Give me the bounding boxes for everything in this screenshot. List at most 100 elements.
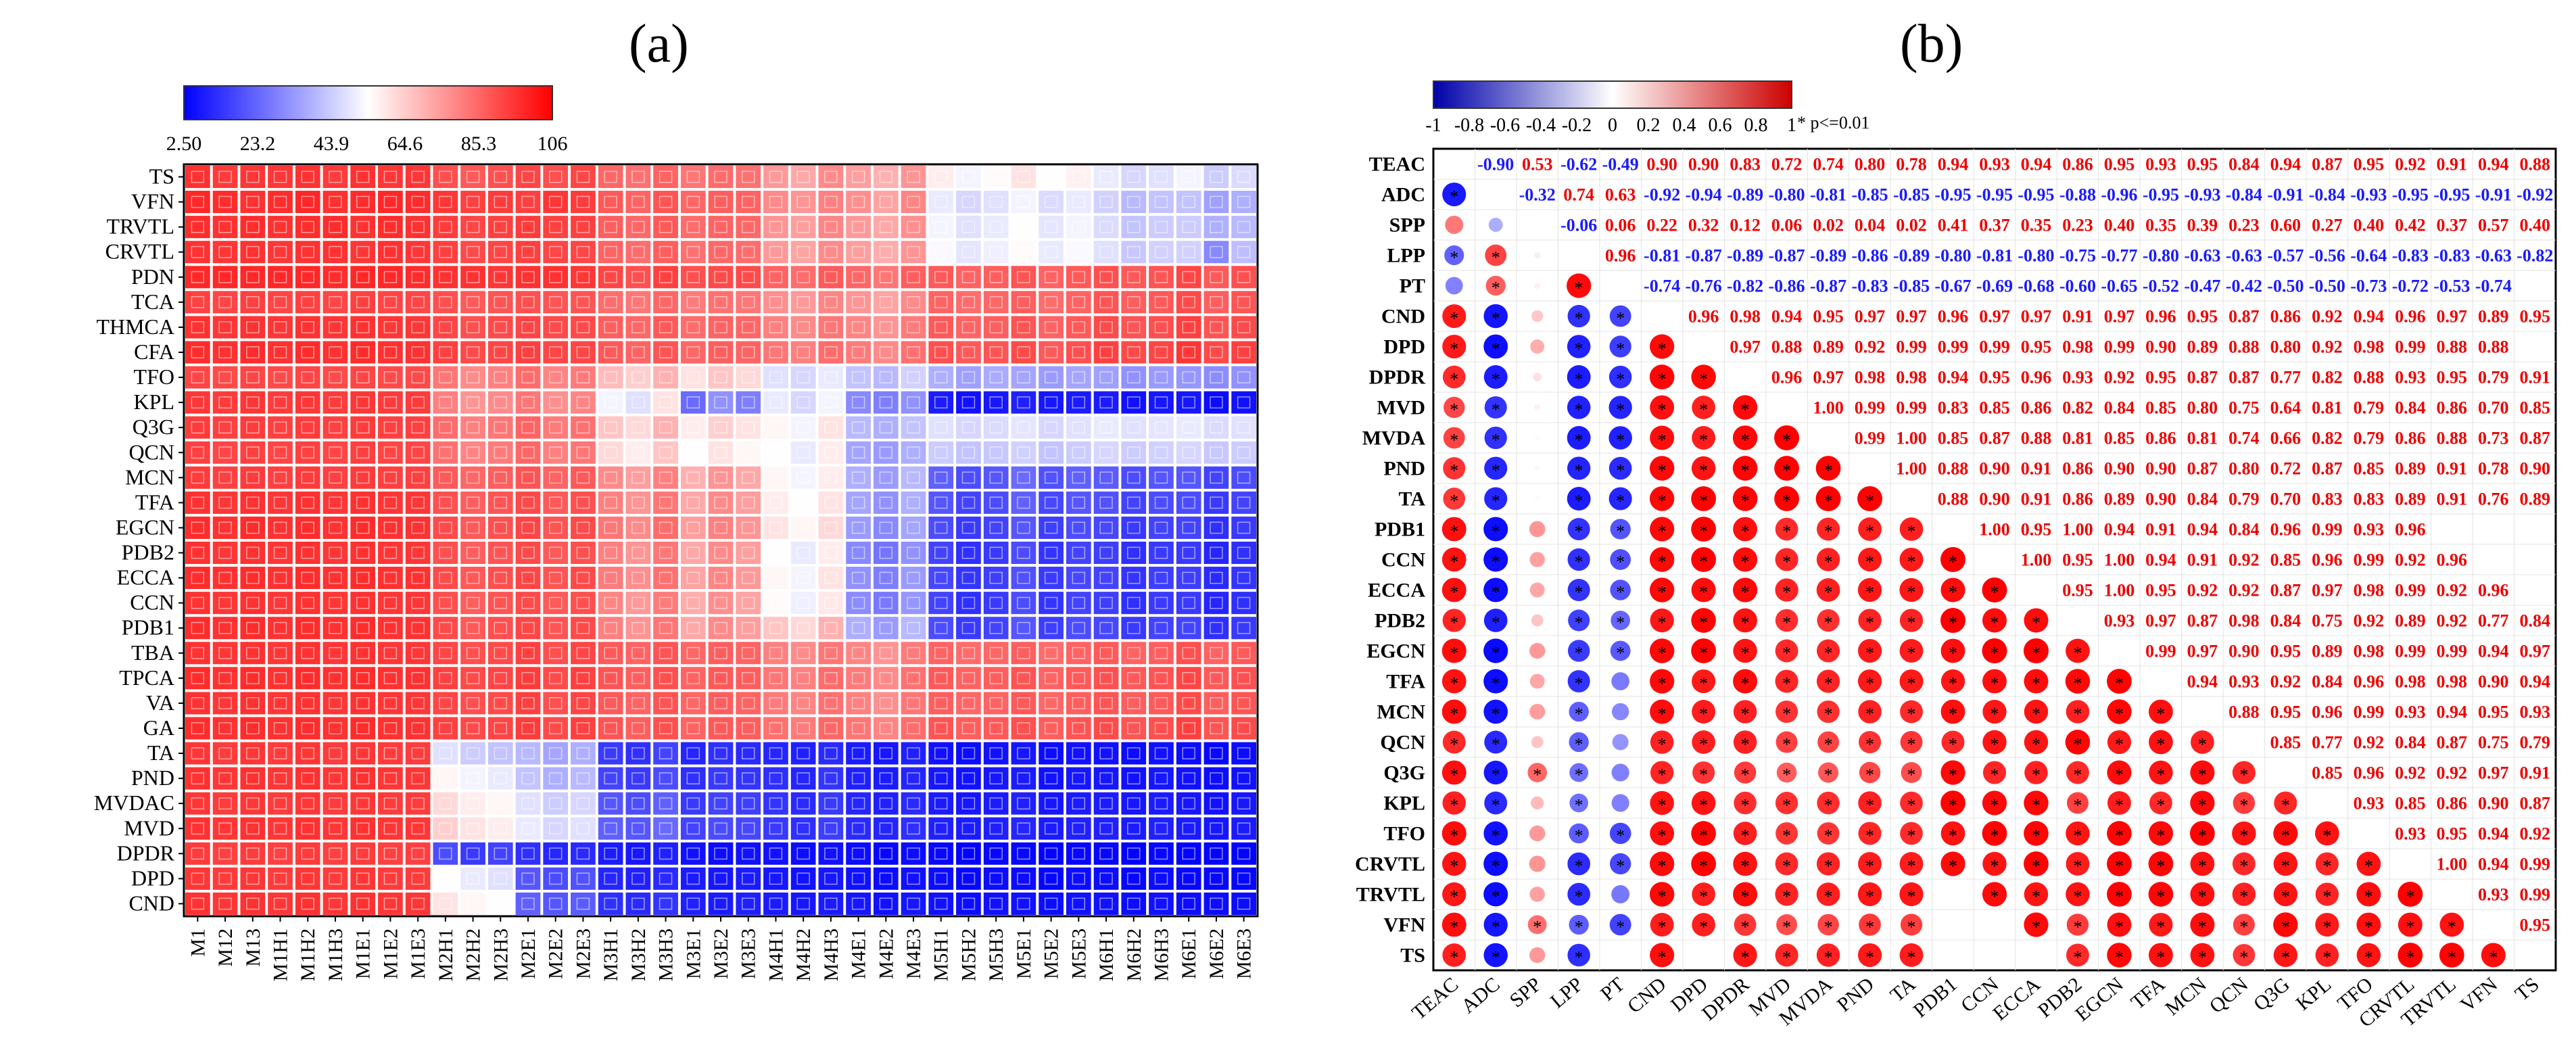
heatmap-a-cell-marker (273, 220, 287, 233)
heatmap-a-cell (295, 216, 320, 239)
corr-significance-star: * (1907, 765, 1916, 785)
heatmap-a-cell (983, 166, 1009, 189)
corr-significance-star: * (1616, 492, 1625, 511)
corr-value-label: 0.79 (2478, 368, 2509, 387)
corr-significance-star: * (1616, 339, 1625, 359)
corr-significance-star: * (1865, 826, 1874, 846)
heatmap-a-cell (378, 216, 403, 239)
corr-col-label: CND (1623, 973, 1671, 1018)
corr-value-label: 0.23 (2062, 216, 2093, 235)
corr-significance-star: * (2032, 826, 2041, 846)
corr-value-label: 1.00 (2062, 520, 2093, 540)
corr-value-label: -0.72 (2392, 277, 2429, 296)
corr-value-label: 0.87 (2187, 459, 2218, 479)
heatmap-a-cell (1039, 191, 1064, 214)
corr-value-label: 0.95 (2062, 581, 2093, 600)
corr-significance-star: * (1907, 735, 1916, 755)
corr-value-label: 0.94 (1938, 368, 1969, 387)
corr-value-label: -0.93 (2350, 185, 2387, 205)
corr-value-label: -0.50 (2309, 277, 2345, 296)
heatmap-a-cell (1149, 191, 1174, 214)
corr-value-label: 0.81 (2062, 429, 2093, 448)
corr-col-label: TEAC (1408, 973, 1462, 1024)
corr-value-label: 0.93 (2354, 520, 2385, 540)
heatmap-a-cell (625, 191, 651, 214)
corr-value-label: 0.93 (2062, 368, 2093, 387)
corr-value-label: 0.22 (1646, 216, 1677, 235)
colorbar-b-tick-label: 0.6 (1709, 115, 1732, 136)
heatmap-a-cell-marker (1099, 195, 1113, 208)
corr-value-label: 0.98 (2062, 337, 2093, 357)
corr-significance-star: * (2032, 644, 2041, 663)
heatmap-a-cell-marker (714, 170, 728, 183)
corr-value-label: 0.99 (1896, 337, 1927, 357)
corr-value-label: 0.70 (2478, 398, 2509, 418)
corr-col-label: KPL (2292, 973, 2336, 1015)
corr-value-label: -0.81 (1976, 246, 2013, 266)
corr-significance-star: * (1699, 461, 1708, 481)
corr-value-label: 0.35 (2021, 216, 2052, 235)
corr-significance-star: * (1616, 918, 1625, 937)
corr-value-label: 0.99 (2145, 642, 2176, 661)
heatmap-a-cell-marker (1127, 195, 1141, 208)
corr-value-label: 0.99 (2104, 337, 2135, 357)
corr-row-label: ADC (1381, 184, 1425, 206)
corr-value-label: 0.88 (1938, 459, 1969, 479)
corr-value-label: 0.96 (1938, 307, 1969, 327)
corr-value-label: 0.88 (2021, 429, 2052, 448)
corr-value-label: -0.83 (2433, 246, 2470, 266)
heatmap-a-cell-marker (548, 170, 563, 183)
corr-significance-star: * (1616, 613, 1625, 633)
heatmap-a-cell-marker (769, 170, 783, 183)
corr-significance-star: * (1492, 613, 1500, 633)
corr-value-label: 0.97 (2145, 611, 2176, 631)
corr-significance-star: * (2156, 857, 2165, 876)
corr-circle (1529, 642, 1546, 659)
heatmap-a-cell (543, 166, 569, 189)
corr-value-label: 0.02 (1896, 216, 1927, 235)
panel-a-label: (a) (629, 14, 689, 74)
corr-significance-star: * (1492, 522, 1500, 542)
corr-value-label: 0.92 (2187, 581, 2218, 600)
corr-value-label: 0.96 (2354, 672, 2385, 692)
corr-significance-star: * (1949, 735, 1957, 755)
corr-row-label: KPL (1383, 792, 1425, 815)
corr-circle (1611, 703, 1629, 721)
corr-value-label: 0.95 (2437, 368, 2468, 387)
corr-significance-star: * (1575, 279, 1583, 298)
corr-value-label: 0.88 (2228, 337, 2260, 357)
corr-value-label: 0.94 (2478, 642, 2509, 661)
corr-value-label: 0.99 (1979, 337, 2010, 357)
corr-value-label: 0.97 (2520, 642, 2551, 661)
corr-significance-star: * (1450, 705, 1458, 724)
corr-value-label: 1.00 (1979, 520, 2010, 540)
corr-value-label: 0.53 (1522, 155, 1553, 174)
corr-value-label: -0.90 (1477, 155, 1514, 174)
heatmap-a-cell (323, 216, 348, 239)
heatmap-a-cell (873, 191, 899, 214)
corr-value-label: 0.60 (2270, 216, 2301, 235)
corr-significance-star: * (2281, 857, 2290, 876)
corr-significance-star: * (1450, 461, 1458, 481)
heatmap-a-cell (350, 216, 376, 239)
corr-value-label: 0.99 (2354, 550, 2385, 570)
corr-significance-star: * (1782, 918, 1791, 937)
corr-value-label: 0.99 (2520, 885, 2551, 905)
corr-significance-star: * (1575, 522, 1583, 542)
corr-significance-star: * (1575, 918, 1583, 937)
corr-value-label: 0.91 (2021, 459, 2052, 479)
corr-significance-star: * (1533, 918, 1542, 937)
corr-value-label: -0.77 (2101, 246, 2137, 266)
corr-value-label: 0.94 (2478, 855, 2509, 874)
corr-value-label: -0.81 (1644, 246, 1680, 266)
corr-significance-star: * (2448, 918, 2456, 937)
corr-significance-star: * (1450, 765, 1458, 785)
corr-significance-star: * (1658, 461, 1667, 481)
corr-value-label: 0.96 (2021, 368, 2052, 387)
corr-significance-star: * (1658, 644, 1667, 663)
corr-value-label: -0.85 (1893, 185, 1930, 205)
corr-significance-star: * (1907, 796, 1916, 815)
heatmap-a-cell-marker (961, 195, 976, 208)
heatmap-a-cell (1121, 166, 1147, 189)
corr-significance-star: * (2156, 826, 2165, 846)
